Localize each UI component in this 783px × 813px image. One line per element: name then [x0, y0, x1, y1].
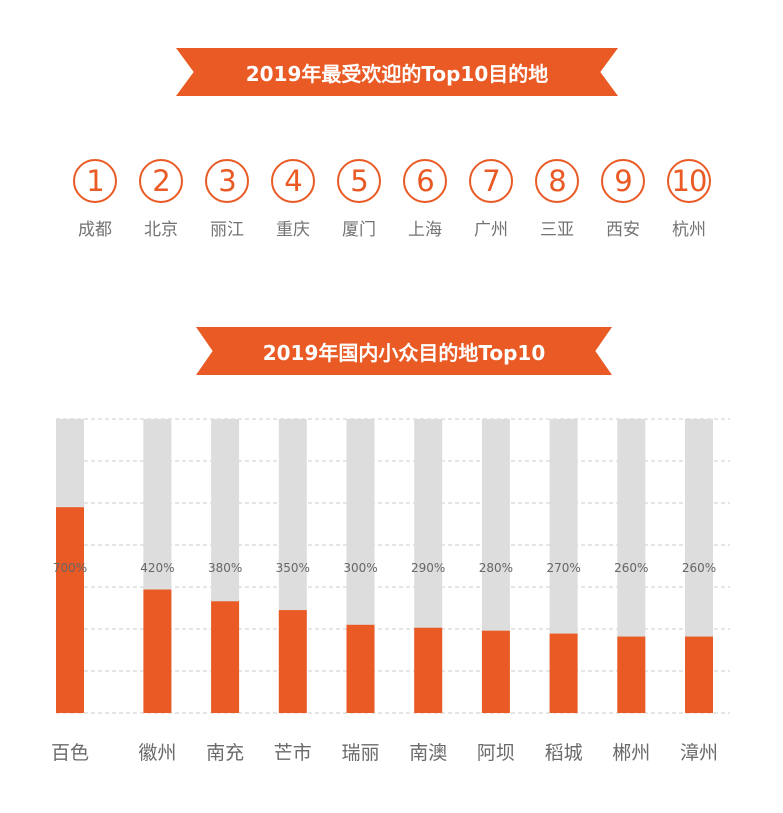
rank-number-badge: 10: [667, 159, 711, 203]
rank-item: 6 上海: [392, 159, 458, 240]
top10-rank-list: 1 成都 2 北京 3 丽江 4 重庆 5 厦门 6 上海 7 广州 8 三亚 …: [62, 159, 722, 240]
category-label: 郴州: [612, 742, 650, 764]
rank-city-label: 成都: [78, 220, 112, 240]
rank-item: 4 重庆: [260, 159, 326, 240]
bar-value-label: 380%: [208, 561, 242, 575]
rank-city-label: 重庆: [276, 220, 310, 240]
rank-city-label: 上海: [408, 220, 442, 240]
category-label: 漳州: [680, 742, 718, 764]
rank-city-label: 杭州: [672, 220, 706, 240]
category-label: 百色: [51, 742, 89, 764]
rank-number-badge: 1: [73, 159, 117, 203]
section1-title-ribbon: 2019年最受欢迎的Top10目的地: [176, 48, 618, 96]
section2-title: 2019年国内小众目的地Top10: [262, 340, 546, 365]
bar: [549, 633, 578, 713]
rank-number-badge: 8: [535, 159, 579, 203]
rank-item: 7 广州: [458, 159, 524, 240]
category-label: 南澳: [409, 742, 447, 764]
rank-item: 3 丽江: [194, 159, 260, 240]
rank-number-badge: 7: [469, 159, 513, 203]
bar: [685, 636, 713, 713]
bar: [414, 627, 443, 713]
category-label: 稻城: [545, 742, 583, 764]
bar-value-label: 290%: [411, 561, 445, 575]
bar: [56, 507, 84, 713]
rank-item: 5 厦门: [326, 159, 392, 240]
bar: [346, 624, 375, 713]
section2-title-ribbon: 2019年国内小众目的地Top10: [196, 327, 612, 375]
rank-item: 10 杭州: [656, 159, 722, 240]
rank-city-label: 丽江: [210, 220, 244, 240]
rank-number-badge: 6: [403, 159, 447, 203]
bar-value-label: 350%: [276, 561, 310, 575]
rank-number-badge: 5: [337, 159, 381, 203]
bar-value-label: 300%: [343, 561, 377, 575]
rank-number-badge: 4: [271, 159, 315, 203]
bar-value-label: 700%: [53, 561, 87, 575]
category-label: 南充: [206, 742, 244, 764]
rank-number-badge: 9: [601, 159, 645, 203]
bar: [481, 630, 510, 713]
bar: [211, 601, 240, 713]
category-label: 徽州: [138, 742, 176, 764]
rank-number-badge: 2: [139, 159, 183, 203]
bar-value-label: 260%: [682, 561, 716, 575]
category-label: 芒市: [274, 742, 312, 764]
rank-item: 1 成都: [62, 159, 128, 240]
bar-value-label: 420%: [140, 561, 174, 575]
bar-value-label: 270%: [546, 561, 580, 575]
rank-item: 8 三亚: [524, 159, 590, 240]
rank-city-label: 北京: [144, 220, 178, 240]
rank-city-label: 西安: [606, 220, 640, 240]
section1-title: 2019年最受欢迎的Top10目的地: [245, 61, 549, 86]
category-label: 阿坝: [477, 742, 515, 764]
bar: [278, 610, 307, 713]
bar-value-label: 280%: [479, 561, 513, 575]
rank-number-badge: 3: [205, 159, 249, 203]
rank-item: 9 西安: [590, 159, 656, 240]
rank-city-label: 厦门: [342, 220, 376, 240]
bar-value-label: 260%: [614, 561, 648, 575]
rank-city-label: 三亚: [540, 220, 574, 240]
rank-item: 2 北京: [128, 159, 194, 240]
rank-city-label: 广州: [474, 220, 508, 240]
category-label: 瑞丽: [341, 742, 379, 764]
bar: [143, 589, 172, 713]
bar: [617, 636, 646, 713]
